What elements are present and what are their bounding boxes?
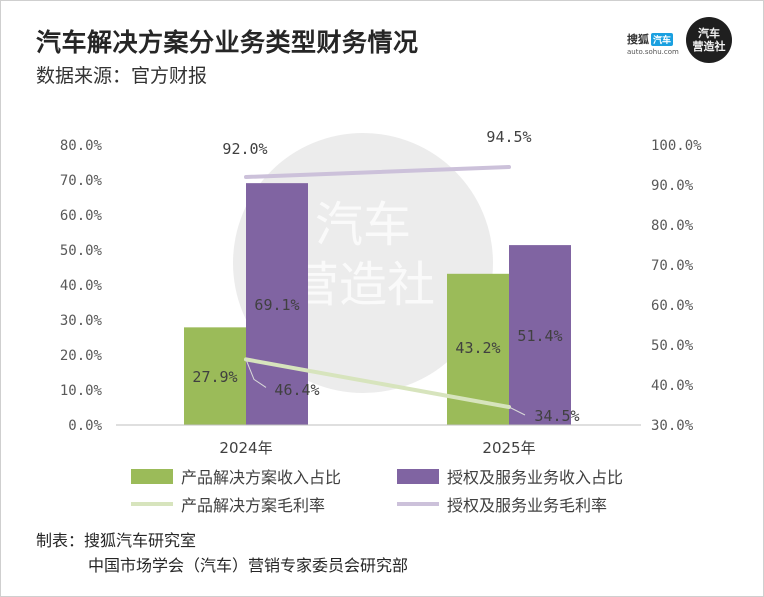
data-label: 94.5% — [486, 128, 531, 146]
leader-line — [508, 406, 526, 416]
right-axis-tick-label: 50.0% — [651, 338, 694, 354]
left-axis-tick-label: 70.0% — [60, 173, 103, 189]
left-axis-tick-label: 50.0% — [60, 243, 103, 259]
right-axis-tick-label: 40.0% — [651, 378, 694, 394]
legend-label: 授权及服务业务毛利率 — [447, 496, 608, 515]
right-axis-tick-label: 80.0% — [651, 218, 694, 234]
left-axis-tick-label: 40.0% — [60, 278, 103, 294]
credit-line1: 搜狐汽车研究室 — [84, 531, 197, 550]
data-label: 27.9% — [192, 368, 237, 386]
bar — [184, 327, 246, 425]
series-line — [244, 165, 511, 179]
series-line — [244, 357, 511, 409]
left-axis-tick-label: 20.0% — [60, 348, 103, 364]
sohu-name: 搜狐 — [627, 33, 649, 46]
sohu-auto-logo: 搜狐 汽车 auto.sohu.com — [627, 31, 687, 56]
legend-swatch — [131, 502, 173, 506]
right-axis-tick-label: 60.0% — [651, 298, 694, 314]
left-axis-tick-label: 0.0% — [68, 418, 102, 434]
left-axis-tick-label: 10.0% — [60, 383, 103, 399]
sohu-badge: 汽车 — [651, 32, 674, 46]
left-axis-tick-label: 80.0% — [60, 138, 103, 154]
legend-swatch — [397, 502, 439, 506]
left-axis-tick-label: 60.0% — [60, 208, 103, 224]
watermark-line2: 营造社 — [291, 257, 435, 313]
data-label: 46.4% — [274, 381, 319, 399]
data-source: 数据来源：官方财报 — [36, 65, 208, 87]
data-label: 51.4% — [517, 327, 562, 345]
right-axis-tick-label: 30.0% — [651, 418, 694, 434]
sohu-url: auto.sohu.com — [627, 48, 679, 56]
data-label: 34.5% — [534, 407, 579, 425]
logo-line1: 汽车 — [698, 27, 720, 40]
data-label: 69.1% — [254, 296, 299, 314]
legend-label: 产品解决方案收入占比 — [181, 468, 342, 487]
bar — [246, 183, 308, 425]
leader-line — [245, 359, 267, 388]
legend-item-license-margin: 授权及服务业务毛利率 — [397, 492, 607, 516]
bar — [509, 245, 571, 425]
legend-label: 产品解决方案毛利率 — [181, 496, 326, 515]
data-label: 43.2% — [455, 339, 500, 357]
legend-item-product-margin: 产品解决方案毛利率 — [131, 492, 325, 516]
data-label: 92.0% — [222, 140, 267, 158]
credit: 制表：搜狐汽车研究室 中国市场学会（汽车）营销专家委员会研究部 — [36, 528, 408, 578]
left-axis-tick-label: 30.0% — [60, 313, 103, 329]
legend-swatch — [397, 468, 439, 484]
x-axis-category-label: 2024年 — [219, 439, 272, 457]
credit-label: 制表： — [36, 531, 85, 550]
chart-title: 汽车解决方案分业务类型财务情况 — [36, 28, 419, 57]
legend-item-license-revenue: 授权及服务业务收入占比 — [397, 464, 623, 488]
legend-swatch — [131, 468, 173, 484]
right-axis-tick-label: 70.0% — [651, 258, 694, 274]
legend-item-product-revenue: 产品解决方案收入占比 — [131, 464, 341, 488]
x-axis-category-label: 2025年 — [482, 439, 535, 457]
right-axis-tick-label: 100.0% — [651, 138, 702, 154]
right-axis-tick-label: 90.0% — [651, 178, 694, 194]
watermark-line1: 汽车 — [315, 197, 411, 253]
logo-line2: 营造社 — [692, 40, 726, 53]
legend-label: 授权及服务业务收入占比 — [447, 468, 624, 487]
credit-line2: 中国市场学会（汽车）营销专家委员会研究部 — [88, 556, 409, 575]
yingzaoshe-logo: 汽车 营造社 — [686, 17, 732, 63]
